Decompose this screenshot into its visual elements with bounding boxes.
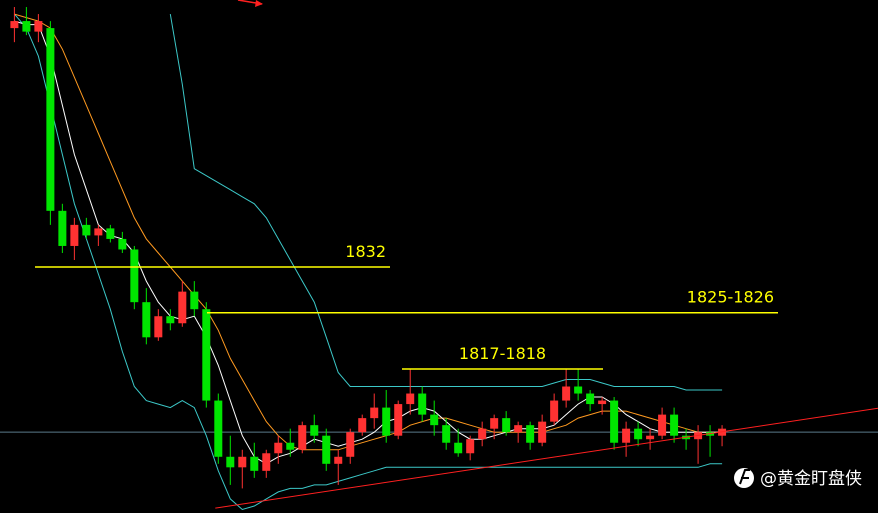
candle-body [490,418,499,429]
candle-body [514,425,523,433]
watermark: @黄金盯盘侠 [734,468,862,489]
candle-body [406,393,415,405]
candle-body [526,425,535,443]
candle-body [70,224,79,246]
candle-body [274,442,283,454]
candle-body [346,432,355,457]
candle-body [454,442,463,454]
candle-body [298,425,307,450]
candle-body [286,442,295,450]
candle-body [502,418,511,433]
candle-body [94,228,103,236]
candle-body [202,309,211,401]
level-label: 1832 [345,242,386,261]
level-label: 1825-1826 [687,288,774,307]
candle-body [646,435,655,440]
overlay-line [169,14,723,391]
candle-body [574,386,583,394]
candle-body [370,407,379,419]
candle-body [214,400,223,457]
candle-body [658,414,667,436]
candle-body [322,435,331,464]
candle-body [598,400,607,405]
candle-body [310,425,319,436]
candle-body [82,224,91,236]
candle-body [670,414,679,436]
candle-body [178,291,187,324]
level-label: 1817-1818 [459,344,546,363]
candle-body [442,425,451,443]
arrow-marker [237,0,263,7]
candle-body [166,316,175,324]
candle-body [238,456,247,468]
candle-body [358,418,367,433]
candle-body [550,400,559,422]
candle-body [106,228,115,239]
candle-body [430,414,439,426]
overlay-line [14,13,723,511]
candle-body [226,456,235,468]
candle-body [118,238,127,250]
candle-body [34,21,43,32]
candle-body [622,428,631,443]
candle-body [586,393,595,405]
candle-body [250,456,259,471]
candle-body [610,400,619,443]
candle-body [130,249,139,303]
candle-body [466,439,475,454]
candle-body [58,210,67,246]
overlay-line [14,13,723,451]
candle-body [394,404,403,436]
candle-body [10,21,19,29]
watermark-text: @黄金盯盘侠 [760,469,862,489]
candle-body [154,316,163,338]
candle-body [142,302,151,338]
candle-body [478,428,487,440]
candle-body [22,21,31,32]
candle-body [334,456,343,464]
trend-line [215,407,878,509]
candle-body [634,428,643,440]
candle-body [382,407,391,436]
candle-body [262,453,271,471]
candle-body [190,291,199,310]
candle-body [562,386,571,401]
candle-body [538,421,547,443]
candle-body [46,28,55,211]
candle-body [418,393,427,415]
